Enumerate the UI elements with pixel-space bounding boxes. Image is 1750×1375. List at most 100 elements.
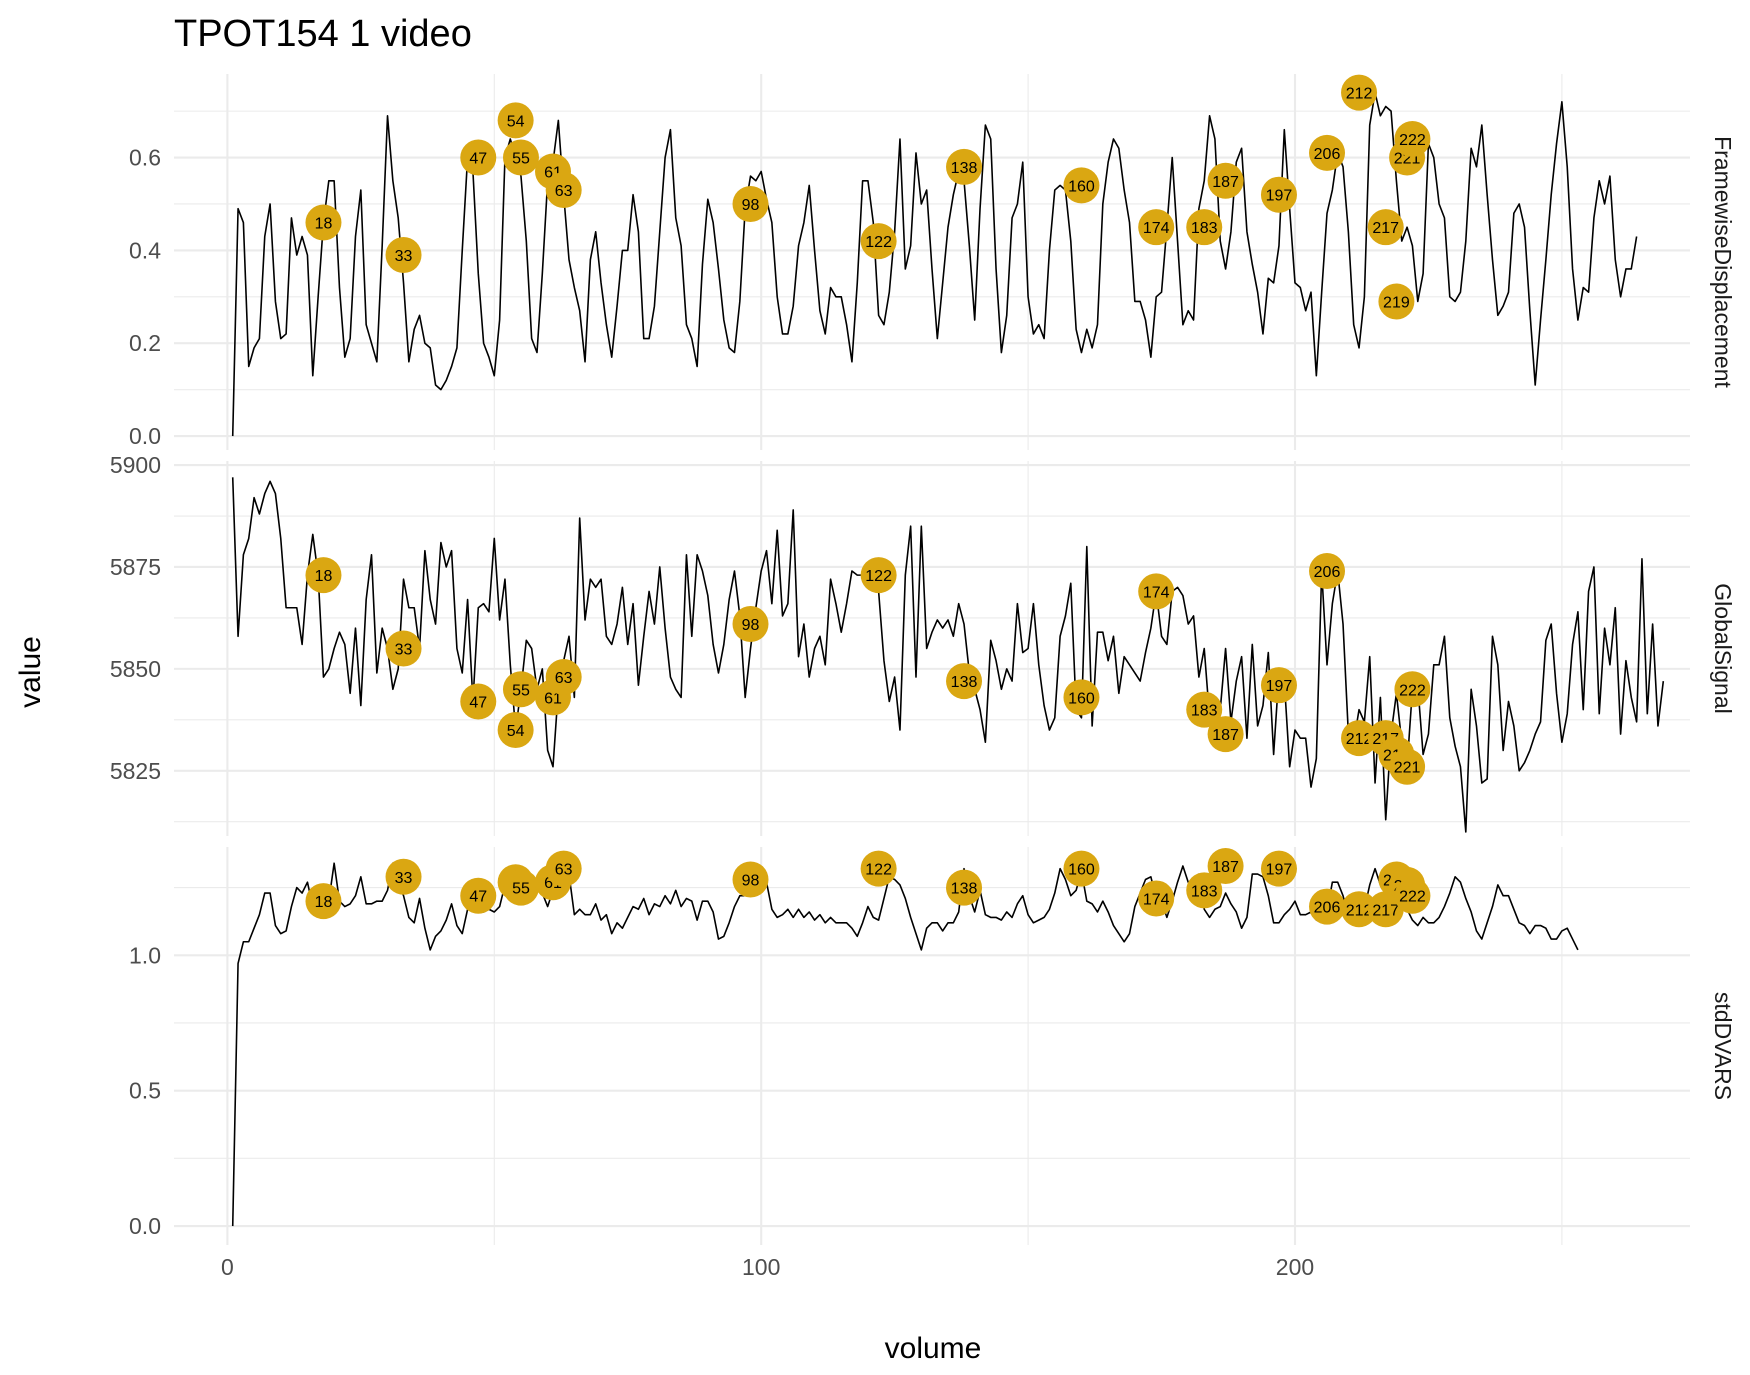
- highlight-point: [545, 172, 582, 209]
- highlight-point: [385, 858, 422, 895]
- highlight-point: [385, 630, 422, 667]
- highlight-label: 47: [469, 694, 487, 711]
- highlight-point: [1341, 74, 1378, 111]
- highlight-point: [860, 850, 897, 887]
- highlight-label: 18: [315, 568, 333, 585]
- x-tick-label: 0: [221, 1254, 234, 1280]
- highlight-point: [460, 877, 497, 914]
- highlight-point: [732, 185, 769, 222]
- highlight-point: [732, 861, 769, 898]
- highlight-label: 33: [395, 642, 413, 659]
- series-line: [231, 477, 1665, 833]
- highlight-label: 160: [1068, 690, 1095, 707]
- highlight-point: [1367, 209, 1404, 246]
- highlight-label: 221: [1394, 760, 1421, 777]
- highlight-label: 55: [512, 881, 530, 898]
- series-line: [231, 91, 1638, 437]
- highlight-label: 187: [1212, 174, 1239, 191]
- highlight-point: [545, 659, 582, 696]
- highlight-label: 55: [512, 682, 530, 699]
- highlight-label: 212: [1346, 902, 1373, 919]
- highlight-point: [1063, 679, 1100, 716]
- highlight-label: 122: [865, 568, 892, 585]
- highlight-label: 122: [865, 234, 892, 251]
- highlight-label: 63: [555, 670, 573, 687]
- highlight-point: [545, 850, 582, 887]
- highlight-point: [305, 557, 342, 594]
- highlight-label: 183: [1191, 883, 1218, 900]
- y-tick-label: 0.4: [129, 237, 161, 263]
- highlight-point: [460, 683, 497, 720]
- highlight-label: 197: [1266, 188, 1293, 205]
- highlight-label: 63: [555, 183, 573, 200]
- chart-title: TPOT154 1 video: [174, 13, 472, 55]
- highlight-label: 98: [742, 197, 760, 214]
- highlight-point: [502, 671, 539, 708]
- highlight-point: [1394, 671, 1431, 708]
- y-tick-label: 0.0: [129, 423, 161, 449]
- highlight-label: 160: [1068, 178, 1095, 195]
- highlight-point: [860, 557, 897, 594]
- highlight-point: [860, 223, 897, 260]
- highlight-label: 222: [1399, 682, 1426, 699]
- highlight-label: 174: [1143, 891, 1170, 908]
- y-tick-label: 5900: [110, 452, 161, 478]
- highlight-point: [1309, 888, 1346, 925]
- highlight-label: 212: [1346, 86, 1373, 103]
- y-tick-label: 5850: [110, 656, 161, 682]
- highlight-label: 33: [395, 870, 413, 887]
- highlight-label: 138: [951, 881, 978, 898]
- facet-panel: 5825 5850 5875 5900 18 33 47 54 55 61 63 98 122 138 16…: [110, 452, 1736, 836]
- highlight-point: [460, 139, 497, 176]
- y-tick-label: 0.0: [129, 1213, 161, 1239]
- highlight-label: 33: [395, 248, 413, 265]
- facet-panel: 0.00.51.01833475455616398122138160174183…: [129, 847, 1736, 1245]
- highlight-point: [502, 139, 539, 176]
- highlight-label: 174: [1143, 220, 1170, 237]
- highlight-label: 183: [1191, 703, 1218, 720]
- highlight-point: [946, 148, 983, 185]
- highlight-point: [305, 883, 342, 920]
- highlight-label: 187: [1212, 859, 1239, 876]
- highlight-label: 47: [469, 889, 487, 906]
- highlight-point: [1341, 891, 1378, 928]
- highlight-point: [1186, 872, 1223, 909]
- highlight-point: [1063, 167, 1100, 204]
- highlight-label: 54: [507, 723, 525, 740]
- highlight-point: [1394, 120, 1431, 157]
- highlight-label: 18: [315, 216, 333, 233]
- y-tick-label: 0.2: [129, 330, 161, 356]
- highlight-point: [1138, 209, 1175, 246]
- highlight-label: 61: [544, 690, 562, 707]
- highlight-label: 217: [1372, 902, 1399, 919]
- highlight-label: 206: [1314, 900, 1341, 917]
- facet-panels: 0.0 0.2 0.4 0.6 18 33 47 54 55 61 63 98 122 138 160 174…: [110, 74, 1736, 1245]
- highlight-point: [1367, 891, 1404, 928]
- highlight-label: 197: [1266, 678, 1293, 695]
- x-axis-title: volume: [885, 1332, 982, 1365]
- highlight-point: [497, 712, 534, 749]
- y-tick-label: 5875: [110, 554, 161, 580]
- highlight-point: [1394, 877, 1431, 914]
- highlight-label: 55: [512, 151, 530, 168]
- highlight-label: 222: [1399, 889, 1426, 906]
- highlight-point: [1260, 667, 1297, 704]
- highlight-label: 219: [1383, 294, 1410, 311]
- highlight-label: 98: [742, 617, 760, 634]
- highlight-label: 63: [555, 862, 573, 879]
- y-tick-label: 0.5: [129, 1078, 161, 1104]
- y-tick-label: 5825: [110, 758, 161, 784]
- highlight-label: 206: [1314, 146, 1341, 163]
- x-tick-label: 100: [742, 1254, 780, 1280]
- highlight-point: [1309, 553, 1346, 590]
- y-axis-title: value: [14, 636, 47, 708]
- highlight-point: [497, 102, 534, 139]
- highlight-label: 217: [1372, 220, 1399, 237]
- highlight-point: [1207, 847, 1244, 884]
- facet-strip-label: FramewiseDisplacement: [1710, 136, 1736, 388]
- highlight-label: 138: [951, 674, 978, 691]
- facet-panel: 0.00.20.40.61833475455616398122138160174…: [129, 74, 1736, 450]
- highlight-point: [1186, 209, 1223, 246]
- highlight-label: 18: [315, 894, 333, 911]
